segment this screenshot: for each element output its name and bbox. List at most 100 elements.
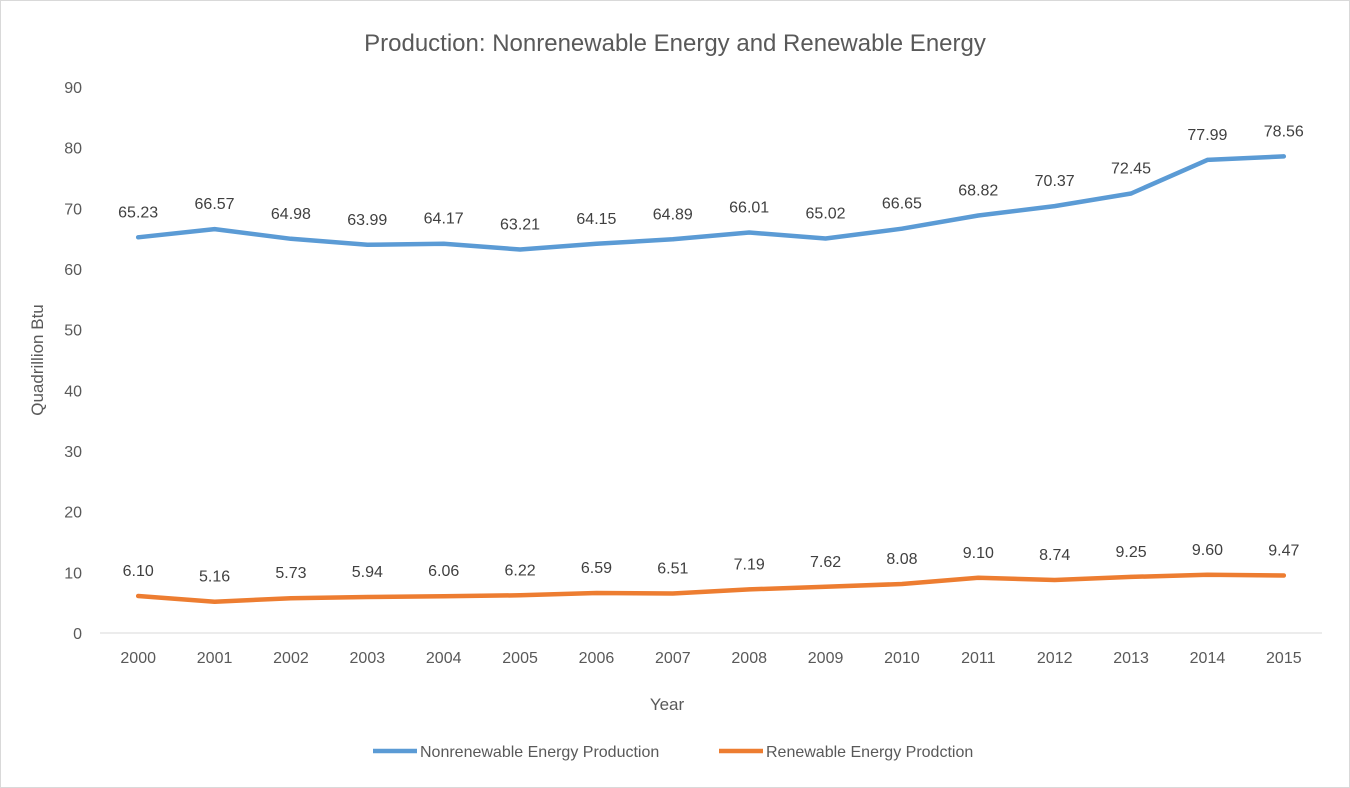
data-label: 77.99 [1187, 127, 1227, 144]
x-tick-label: 2009 [808, 650, 844, 667]
x-tick-label: 2015 [1266, 650, 1302, 667]
data-point [976, 213, 981, 218]
data-point [288, 236, 293, 241]
data-label: 64.89 [653, 206, 693, 223]
legend-label: Renewable Energy Prodction [766, 744, 973, 761]
x-tick-label: 2010 [884, 650, 920, 667]
data-point [212, 599, 217, 604]
data-label: 6.59 [581, 560, 612, 577]
x-tick-label: 2012 [1037, 650, 1073, 667]
data-label: 63.99 [347, 212, 387, 229]
x-tick-label: 2013 [1113, 650, 1149, 667]
data-point [670, 237, 675, 242]
y-tick-label: 40 [64, 383, 82, 400]
x-tick-label: 2011 [961, 650, 996, 667]
x-axis-ticks: 2000 2001 2002 2003 2004 2005 2006 2007 2008 2009… [120, 650, 1301, 667]
data-label: 6.10 [123, 563, 154, 580]
data-point [1129, 574, 1134, 579]
data-label: 64.15 [576, 211, 616, 228]
data-point [518, 247, 523, 252]
data-point [670, 591, 675, 596]
x-tick-label: 2001 [197, 650, 233, 667]
data-point [518, 593, 523, 598]
data-point [1205, 157, 1210, 162]
data-point [823, 584, 828, 589]
x-tick-label: 2006 [579, 650, 615, 667]
data-point [1281, 573, 1286, 578]
data-label: 5.16 [199, 569, 230, 586]
data-point [365, 594, 370, 599]
data-label: 7.62 [810, 554, 841, 571]
data-label: 6.06 [428, 563, 459, 580]
data-label: 63.21 [500, 217, 540, 234]
data-point [594, 591, 599, 596]
data-point [899, 581, 904, 586]
data-label: 72.45 [1111, 160, 1151, 177]
data-label: 9.10 [963, 545, 994, 562]
x-tick-label: 2014 [1190, 650, 1226, 667]
data-point [288, 596, 293, 601]
data-label: 66.65 [882, 196, 922, 213]
x-tick-label: 2003 [350, 650, 386, 667]
y-tick-label: 70 [64, 201, 82, 218]
y-tick-label: 60 [64, 262, 82, 279]
data-label: 68.82 [958, 182, 998, 199]
x-tick-label: 2000 [120, 650, 156, 667]
data-label: 70.37 [1035, 173, 1075, 190]
x-tick-label: 2004 [426, 650, 462, 667]
y-tick-label: 20 [64, 505, 82, 522]
data-labels: 65.23 66.57 64.98 63.99 64.17 63.21 64.15 64.89… [118, 123, 1304, 585]
x-axis-label: Year [650, 695, 685, 714]
data-label: 5.94 [352, 564, 383, 581]
y-axis-ticks: 0 10 20 30 40 50 60 70 80 90 [64, 80, 82, 643]
data-label: 66.01 [729, 200, 769, 217]
data-point [1129, 191, 1134, 196]
data-label: 5.73 [275, 565, 306, 582]
x-tick-label: 2008 [731, 650, 767, 667]
data-label: 9.25 [1115, 544, 1146, 561]
data-label: 6.22 [504, 562, 535, 579]
data-label: 78.56 [1264, 123, 1304, 140]
series-lines [135, 154, 1287, 604]
data-point [365, 242, 370, 247]
y-axis-label: Quadrillion Btu [28, 304, 47, 416]
data-label: 64.17 [424, 211, 464, 228]
y-tick-label: 30 [64, 444, 82, 461]
data-point [212, 227, 217, 232]
legend-label: Nonrenewable Energy Production [420, 744, 659, 761]
data-label: 8.74 [1039, 547, 1070, 564]
data-label: 65.23 [118, 204, 158, 221]
series-line-0 [135, 154, 1287, 252]
y-tick-label: 90 [64, 80, 82, 97]
data-point [441, 241, 446, 246]
data-label: 66.57 [195, 196, 235, 213]
data-point [1052, 204, 1057, 209]
data-label: 7.19 [734, 556, 765, 573]
data-point [136, 235, 141, 240]
data-point [747, 587, 752, 592]
data-point [441, 594, 446, 599]
data-label: 8.08 [886, 551, 917, 568]
data-point [747, 230, 752, 235]
data-point [899, 226, 904, 231]
data-label: 6.51 [657, 561, 688, 578]
legend: Nonrenewable Energy Production Renewable … [373, 744, 973, 761]
data-label: 9.47 [1268, 543, 1299, 560]
series-line-1 [135, 572, 1287, 604]
x-tick-label: 2002 [273, 650, 309, 667]
x-tick-label: 2007 [655, 650, 691, 667]
data-point [594, 241, 599, 246]
x-tick-label: 2005 [502, 650, 538, 667]
data-point [1281, 154, 1286, 159]
y-tick-label: 50 [64, 323, 82, 340]
data-point [136, 593, 141, 598]
data-point [1052, 577, 1057, 582]
data-point [823, 236, 828, 241]
data-label: 9.60 [1192, 542, 1223, 559]
y-tick-label: 10 [64, 565, 82, 582]
chart-title: Production: Nonrenewable Energy and Rene… [364, 30, 986, 57]
data-label: 64.98 [271, 206, 311, 223]
data-point [1205, 572, 1210, 577]
